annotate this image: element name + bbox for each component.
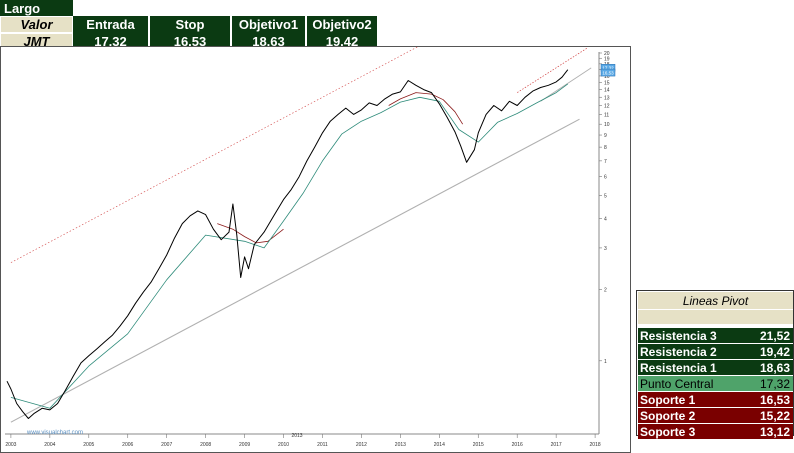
y-tick-label: 16 <box>604 74 610 80</box>
channel-lower-line <box>10 118 580 423</box>
x-tick-label: 2012 <box>356 442 367 448</box>
x-tick-label: 2006 <box>122 442 133 448</box>
entrada-header: Entrada <box>73 16 148 33</box>
x-tick-label: 2015 <box>473 442 484 448</box>
x-tick-label: 2014 <box>434 442 445 448</box>
price-series <box>6 69 569 419</box>
pivot-spacer <box>638 310 793 324</box>
pivot-table: Lineas Pivot Resistencia 3 21,52 Resisten… <box>636 290 794 439</box>
pivot-label: Soporte 3 <box>640 424 696 439</box>
price-line <box>6 69 569 419</box>
stop-value: 16,53 <box>150 33 230 50</box>
x-tick-label: 2009 <box>239 442 250 448</box>
pivot-value: 17,32 <box>759 376 790 391</box>
price-tag-label: 16,53 <box>602 70 614 75</box>
table-title: Largo <box>0 0 73 16</box>
channel-lines <box>10 47 592 423</box>
pivot-row-s1: Soporte 1 16,53 <box>638 392 793 407</box>
y-tick-label: 10 <box>604 122 610 128</box>
x-tick-label: 2011 <box>317 442 328 448</box>
pivot-value: 21,52 <box>759 328 790 343</box>
y-tick-label: 20 <box>604 51 610 57</box>
y-tick-label: 14 <box>604 88 610 94</box>
pivot-gap <box>638 325 793 328</box>
y-tick-label: 19 <box>604 56 610 62</box>
pivot-value: 19,42 <box>759 344 790 359</box>
pivot-label: Resistencia 2 <box>640 344 717 359</box>
price-chart: 1234567891011121314151617181920 20032004… <box>0 46 631 453</box>
pivot-row-s2: Soporte 2 15,22 <box>638 408 793 423</box>
pivot-row-center: Punto Central 17,32 <box>638 376 793 391</box>
y-tick-label: 5 <box>604 193 607 199</box>
pivot-value: 18,63 <box>759 360 790 375</box>
entrada-value: 17,32 <box>73 33 148 50</box>
trend-line <box>540 67 592 102</box>
x-tick-label: 2007 <box>161 442 172 448</box>
objetivo2-header: Objetivo2 <box>307 16 377 33</box>
pivot-row-r1: Resistencia 1 18,63 <box>638 360 793 375</box>
x-tick-label: 2010 <box>278 442 289 448</box>
x-tick-label: 2016 <box>512 442 523 448</box>
y-tick-label: 12 <box>604 103 610 109</box>
ma-fast-line <box>388 92 464 125</box>
chart-svg: 1234567891011121314151617181920 20032004… <box>5 47 616 448</box>
pivot-value: 15,22 <box>759 408 790 423</box>
channel-upper-line <box>10 47 418 263</box>
stop-header: Stop <box>150 16 230 33</box>
pivot-row-r3: Resistencia 3 21,52 <box>638 328 793 343</box>
x-tick-label: 2018 <box>590 442 601 448</box>
y-tick-label: 4 <box>604 216 607 222</box>
y-tick-label: 13 <box>604 95 610 101</box>
y-tick-label: 9 <box>604 133 607 139</box>
pivot-title: Lineas Pivot <box>638 292 793 309</box>
pivot-value: 13,12 <box>759 424 790 439</box>
y-tick-label: 3 <box>604 246 607 252</box>
x-axis-ticks: 2003 2004 2005 2006 2007 2008 2009 2010 2011 2012… <box>5 434 601 448</box>
pivot-label: Resistencia 1 <box>640 360 717 375</box>
objetivo2-value: 19,42 <box>307 33 377 50</box>
price-tag <box>600 68 616 77</box>
x-tick-label: 2003 <box>5 442 16 448</box>
y-axis-ticks: 1234567891011121314151617181920 <box>599 51 610 365</box>
y-tick-label: 6 <box>604 175 607 181</box>
y-tick-label: 1 <box>604 359 607 365</box>
x-tick-label: 2004 <box>44 442 55 448</box>
pivot-label: Punto Central <box>640 376 714 391</box>
x-tick-label: 2017 <box>551 442 562 448</box>
x-tick-label: 2008 <box>200 442 211 448</box>
moving-averages <box>10 83 569 409</box>
y-tick-label: 7 <box>604 159 607 165</box>
y-tick-label: 15 <box>604 81 610 87</box>
objetivo1-value: 18,63 <box>232 33 305 50</box>
valor-header: Valor <box>1 17 72 32</box>
ma-slow-line <box>10 83 569 409</box>
pivot-label: Soporte 1 <box>640 392 696 407</box>
objetivo1-header: Objetivo1 <box>232 16 305 33</box>
price-tag-label: 17,32 <box>602 66 614 71</box>
ticker-cell: JMT <box>1 34 72 49</box>
watermark: www.visualchart.com <box>26 430 83 436</box>
pivot-row-r2: Resistencia 2 19,42 <box>638 344 793 359</box>
pivot-value: 16,53 <box>759 392 790 407</box>
x-tick-label: 2005 <box>83 442 94 448</box>
target-line <box>517 47 588 93</box>
x-tick-label: 2013 <box>395 442 406 448</box>
y-tick-label: 11 <box>604 112 609 118</box>
pivot-label: Resistencia 3 <box>640 328 717 343</box>
pivot-row-s3: Soporte 3 13,12 <box>638 424 793 439</box>
pivot-label: Soporte 2 <box>640 408 696 423</box>
y-tick-label: 2 <box>604 288 607 294</box>
y-tick-label: 8 <box>604 145 607 151</box>
x-axis-label: 2013 <box>291 433 302 439</box>
